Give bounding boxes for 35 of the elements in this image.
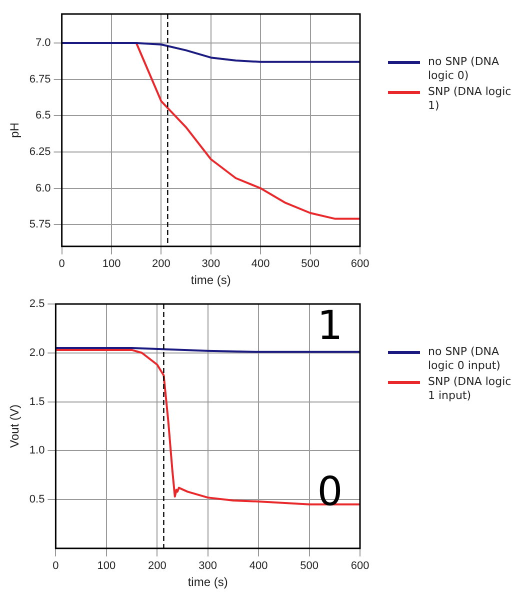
x-tick-label: 600 — [350, 258, 370, 270]
y-tick-label: 7.0 — [36, 37, 51, 50]
x-tick-label: 600 — [350, 560, 370, 572]
x-axis-title: time (s) — [190, 273, 231, 288]
legend-label: no SNP (DNA logic 0) — [428, 55, 500, 83]
y-axis-title: Vout (V) — [8, 404, 22, 448]
y-tick-label: 2.0 — [29, 346, 45, 359]
x-tick-label: 100 — [97, 560, 116, 572]
annotation: 0 — [317, 469, 343, 516]
y-tick-label: 2.5 — [29, 298, 45, 310]
legend-label: no SNP (DNA logic 0 input) — [428, 345, 502, 373]
y-tick-label: 5.75 — [29, 218, 51, 231]
x-tick-label: 400 — [251, 258, 270, 270]
x-tick-label: 400 — [249, 560, 268, 572]
y-tick-label: 1.5 — [29, 396, 45, 408]
x-tick-label: 200 — [152, 258, 170, 270]
x-tick-label: 200 — [148, 560, 166, 572]
y-tick-label: 1.0 — [29, 444, 45, 457]
x-tick-label: 500 — [301, 258, 320, 270]
x-axis-title: time (s) — [188, 575, 228, 590]
annotation: 1 — [317, 302, 343, 349]
legend-label: SNP (DNA logic 1 input) — [428, 375, 512, 403]
x-tick-label: 300 — [198, 560, 218, 572]
x-tick-label: 300 — [202, 258, 220, 270]
y-tick-label: 6.75 — [29, 73, 51, 86]
y-axis-title: pH — [8, 122, 22, 138]
x-tick-label: 500 — [300, 560, 318, 572]
y-tick-label: 6.0 — [36, 182, 51, 194]
x-tick-label: 100 — [102, 258, 121, 270]
y-tick-label: 6.25 — [29, 146, 51, 158]
x-tick-label: 0 — [52, 560, 59, 572]
x-tick-label: 0 — [58, 258, 65, 270]
y-tick-label: 6.5 — [36, 110, 51, 122]
legend-label: SNP (DNA logic 1) — [428, 85, 512, 113]
y-tick-label: 0.5 — [29, 494, 45, 506]
